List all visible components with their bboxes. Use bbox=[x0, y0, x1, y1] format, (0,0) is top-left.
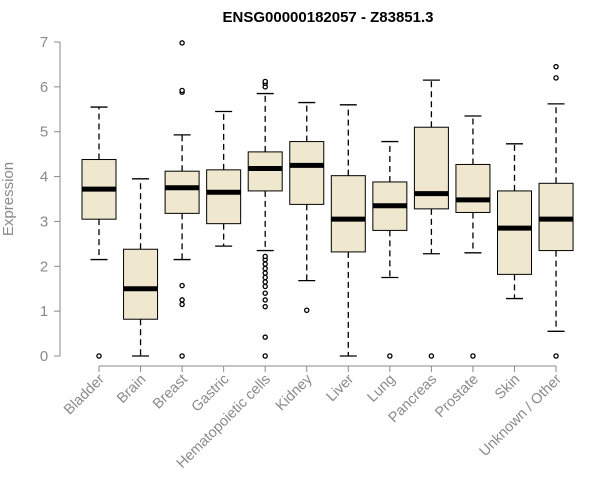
box-group bbox=[247, 78, 283, 359]
box-iqr bbox=[497, 190, 532, 275]
y-tick-label: 2 bbox=[40, 258, 48, 275]
box-group bbox=[455, 115, 491, 359]
outlier-point bbox=[179, 353, 185, 359]
outlier-point bbox=[262, 334, 268, 340]
outlier-point bbox=[262, 253, 268, 260]
outlier-point bbox=[553, 353, 559, 359]
outlier-point bbox=[262, 279, 268, 285]
box-group bbox=[123, 178, 159, 357]
y-tick-label: 3 bbox=[40, 213, 48, 230]
x-tick-label: Prostate bbox=[432, 372, 481, 421]
outlier-point bbox=[262, 270, 268, 276]
box-group bbox=[81, 106, 117, 359]
outlier-point bbox=[179, 301, 185, 308]
x-tick-label: Bladder bbox=[61, 371, 108, 418]
x-tick-label: Kidney bbox=[273, 371, 316, 414]
outlier-point bbox=[262, 297, 268, 303]
outlier-point bbox=[179, 282, 185, 289]
outlier-point bbox=[262, 274, 268, 281]
y-axis-label: Expression bbox=[0, 162, 17, 236]
box-group bbox=[497, 143, 532, 300]
box-iqr bbox=[164, 170, 200, 214]
plot-area bbox=[81, 40, 574, 359]
outlier-point bbox=[179, 297, 185, 303]
outlier-point bbox=[179, 40, 185, 46]
box-iqr bbox=[247, 151, 283, 192]
box-iqr bbox=[455, 163, 491, 213]
outlier-point bbox=[262, 78, 268, 85]
outlier-point bbox=[262, 265, 268, 272]
outlier-point bbox=[387, 353, 393, 359]
outlier-point bbox=[262, 261, 268, 267]
box-group bbox=[538, 63, 574, 359]
box-group bbox=[330, 104, 366, 357]
box-iqr bbox=[123, 248, 159, 320]
box-group bbox=[413, 79, 449, 359]
box-iqr bbox=[330, 175, 366, 253]
box-iqr bbox=[289, 141, 325, 205]
box-iqr bbox=[413, 126, 449, 210]
outlier-point bbox=[262, 283, 268, 290]
y-tick-label: 5 bbox=[40, 124, 48, 141]
box-group bbox=[164, 40, 200, 359]
outlier-point bbox=[553, 63, 559, 70]
outlier-point bbox=[428, 353, 435, 359]
x-tick-label: Skin bbox=[492, 372, 523, 403]
outlier-point bbox=[179, 87, 185, 94]
y-tick-label: 6 bbox=[40, 79, 48, 96]
outlier-point bbox=[262, 353, 268, 359]
outlier-point bbox=[303, 307, 310, 313]
outlier-point bbox=[96, 353, 102, 359]
box-group bbox=[206, 110, 242, 247]
chart-title: ENSG00000182057 - Z83851.3 bbox=[223, 9, 434, 26]
outlier-point bbox=[470, 353, 476, 359]
x-tick-label: Lung bbox=[365, 372, 399, 406]
y-tick-label: 1 bbox=[40, 303, 48, 320]
x-tick-label: Breast bbox=[150, 372, 191, 413]
box-iqr bbox=[206, 169, 242, 225]
outlier-point bbox=[262, 290, 268, 296]
outlier-point bbox=[262, 303, 268, 310]
x-tick-label: Brain bbox=[114, 372, 149, 407]
box-group bbox=[372, 140, 408, 359]
outlier-point bbox=[553, 75, 559, 81]
y-axis: 0 1 2 3 4 5 6 7 bbox=[40, 34, 61, 365]
y-tick-label: 0 bbox=[40, 348, 48, 365]
box-group bbox=[289, 101, 325, 313]
y-tick-label: 4 bbox=[40, 169, 48, 186]
x-tick-label: Liver bbox=[324, 371, 358, 405]
y-tick-label: 7 bbox=[40, 34, 48, 51]
